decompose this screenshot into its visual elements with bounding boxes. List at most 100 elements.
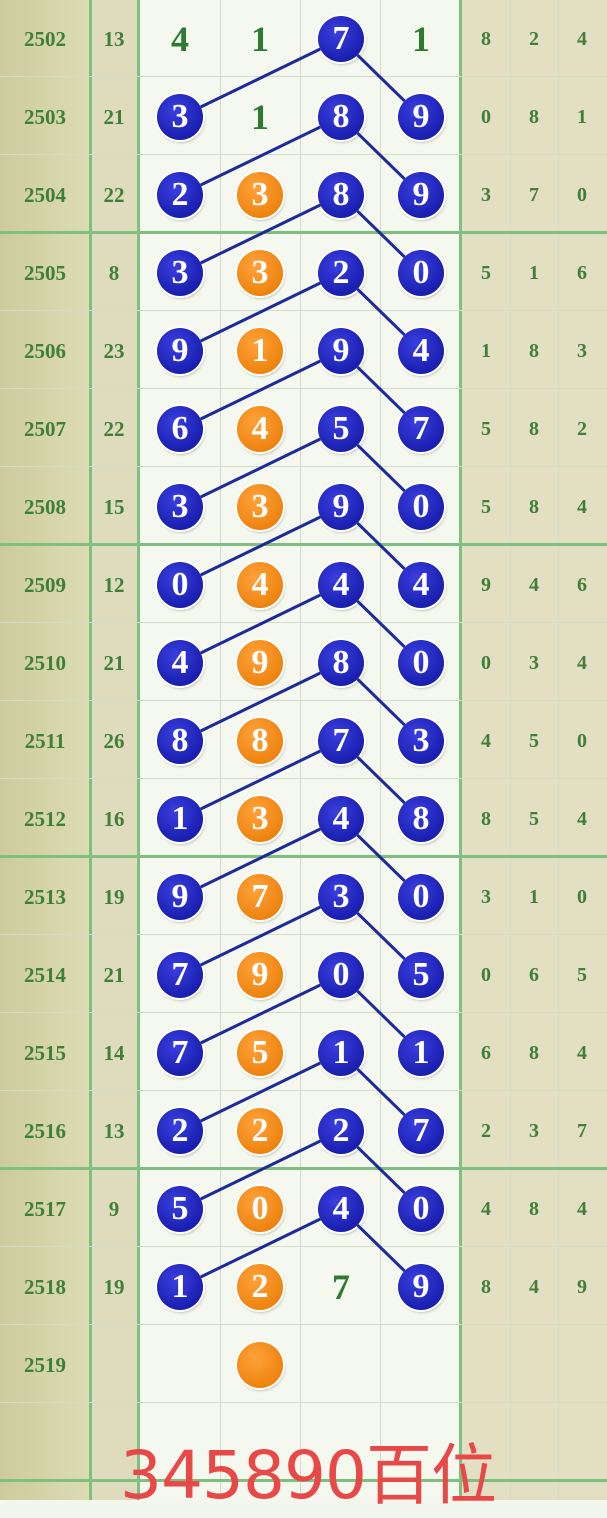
tail-digit: 3 (481, 183, 491, 206)
blue-ball: 6 (157, 406, 203, 452)
tail-digit: 3 (481, 885, 491, 908)
period-number: 2515 (24, 1040, 66, 1065)
sum-value: 13 (103, 1118, 125, 1143)
tail-digit: 0 (481, 963, 491, 986)
tail-digit: 4 (481, 729, 491, 752)
tail-digit: 6 (529, 963, 539, 986)
trend-line (356, 599, 406, 649)
tail-digit: 4 (481, 1197, 491, 1220)
trend-line (200, 515, 321, 577)
trend-line (200, 437, 321, 499)
blue-ball: 4 (318, 562, 364, 608)
grid-line (0, 1090, 607, 1091)
blue-ball: 9 (398, 94, 444, 140)
tail-digit: 7 (529, 183, 539, 206)
sum-value: 8 (108, 260, 120, 285)
tail-digit: 5 (577, 963, 587, 986)
trend-line (200, 1139, 321, 1201)
trend-line (356, 209, 406, 259)
orange-ball: 2 (237, 1108, 283, 1154)
grid-line (0, 1167, 607, 1170)
blue-ball: 9 (318, 328, 364, 374)
sum-value: 13 (103, 26, 125, 51)
period-number: 2503 (24, 104, 66, 129)
tail-digit: 3 (577, 339, 587, 362)
tail-digit: 9 (481, 573, 491, 596)
sum-value: 15 (103, 494, 125, 519)
period-number: 2510 (24, 650, 66, 675)
blue-ball: 8 (318, 640, 364, 686)
grid-line (0, 855, 607, 858)
tail-digit: 0 (577, 183, 587, 206)
trend-line (200, 905, 321, 967)
tail-digit: 4 (529, 1275, 539, 1298)
digit-plain: 1 (251, 97, 269, 137)
sum-value: 14 (103, 1040, 125, 1065)
trend-line (200, 203, 321, 265)
trend-line (356, 443, 406, 493)
sum-value: 9 (108, 1196, 120, 1221)
tail-digit: 6 (577, 261, 587, 284)
grid-line (510, 0, 511, 1500)
tail-digit: 6 (481, 1041, 491, 1064)
period-number: 2509 (24, 572, 66, 597)
sum-value: 21 (103, 104, 125, 129)
tail-digit: 3 (529, 1119, 539, 1142)
grid-line (0, 700, 607, 701)
tail-digit: 8 (529, 1197, 539, 1220)
tail-digit: 8 (529, 339, 539, 362)
sum-value: 22 (103, 182, 125, 207)
period-number: 2507 (24, 416, 66, 441)
blue-ball: 1 (157, 796, 203, 842)
digit-plain: 1 (251, 19, 269, 59)
blue-ball: 7 (398, 1108, 444, 1154)
tail-digit: 8 (481, 27, 491, 50)
tail-digit: 5 (481, 495, 491, 518)
blue-ball: 8 (398, 796, 444, 842)
trend-line (356, 911, 406, 961)
sum-value: 26 (103, 728, 125, 753)
blue-ball: 3 (157, 94, 203, 140)
period-number: 2517 (24, 1196, 66, 1221)
tail-digit: 2 (529, 27, 539, 50)
blue-ball: 0 (398, 640, 444, 686)
grid-line (0, 934, 607, 935)
blue-ball: 0 (398, 250, 444, 296)
trend-line (200, 749, 321, 811)
grid-line (0, 622, 607, 623)
tail-digit: 2 (577, 417, 587, 440)
blue-ball: 3 (157, 484, 203, 530)
blue-ball: 4 (398, 562, 444, 608)
blue-ball: 5 (398, 952, 444, 998)
trend-line (200, 47, 321, 109)
blue-ball: 9 (398, 1264, 444, 1310)
blue-ball: 9 (157, 874, 203, 920)
column-background (90, 0, 138, 1500)
tail-digit: 0 (577, 729, 587, 752)
orange-ball: 7 (237, 874, 283, 920)
tail-digit: 8 (529, 417, 539, 440)
orange-ball: 9 (237, 640, 283, 686)
grid-line (0, 1324, 607, 1325)
blue-ball: 9 (157, 328, 203, 374)
grid-line (558, 0, 559, 1500)
period-number: 2504 (24, 182, 66, 207)
grid-line (0, 310, 607, 311)
trend-line (356, 1067, 406, 1117)
period-number: 2513 (24, 884, 66, 909)
tail-digit: 7 (577, 1119, 587, 1142)
tail-digit: 4 (577, 495, 587, 518)
period-number: 2511 (24, 728, 66, 753)
tail-digit: 4 (577, 651, 587, 674)
tail-digit: 5 (529, 729, 539, 752)
caption-text: 345890百位 (120, 1437, 497, 1514)
tail-digit: 9 (577, 1275, 587, 1298)
tail-digit: 8 (481, 807, 491, 830)
trend-line (200, 827, 321, 889)
grid-line (0, 1012, 607, 1013)
sum-value: 21 (103, 650, 125, 675)
blue-ball: 1 (398, 1030, 444, 1076)
blue-ball: 7 (318, 16, 364, 62)
blue-ball: 0 (398, 874, 444, 920)
